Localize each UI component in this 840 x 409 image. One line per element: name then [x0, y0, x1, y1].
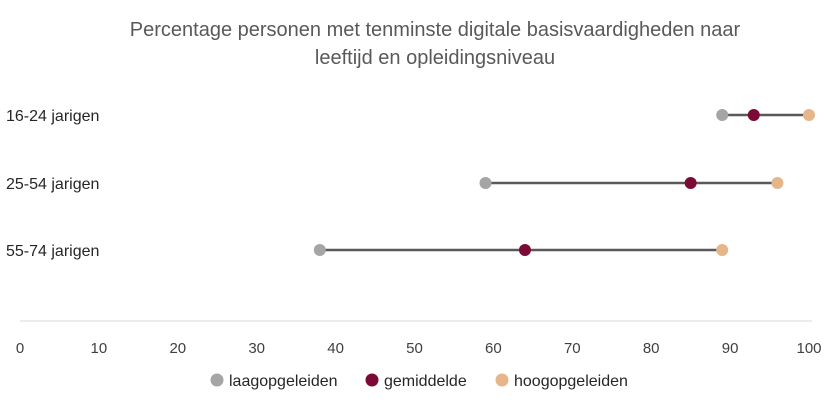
legend-marker-gemiddelde — [365, 373, 379, 387]
data-points — [313, 109, 815, 256]
legend-marker-hoogopgeleiden — [495, 373, 509, 387]
legend-marker-laagopgeleiden — [210, 373, 224, 387]
legend: laagopgeleiden gemiddelde hoogopgeleiden — [210, 373, 628, 390]
data-point-laagopgeleiden — [716, 109, 729, 121]
category-labels: 16-24 jarigen 25-54 jarigen 55-74 jarigen — [6, 108, 99, 260]
data-point-hoogopgeleiden — [803, 109, 815, 121]
category-label: 55-74 jarigen — [6, 243, 99, 260]
data-point-hoogopgeleiden — [771, 177, 784, 189]
data-point-gemiddelde — [684, 177, 697, 189]
legend-label-gemiddelde: gemiddelde — [384, 373, 467, 390]
x-tick-labels: 0 10 20 30 40 50 60 70 80 90 100 — [16, 340, 822, 357]
data-point-gemiddelde — [747, 109, 760, 121]
data-point-gemiddelde — [518, 244, 531, 256]
chart-title-line-1: Percentage personen met tenminste digita… — [130, 19, 741, 41]
x-tick-label: 30 — [248, 340, 265, 357]
x-tick-label: 70 — [564, 340, 581, 357]
data-point-laagopgeleiden — [479, 177, 492, 189]
x-tick-label: 50 — [406, 340, 423, 357]
x-tick-label: 40 — [327, 340, 344, 357]
x-tick-label: 20 — [169, 340, 186, 357]
category-label: 16-24 jarigen — [6, 108, 99, 125]
connector-lines — [319, 113, 809, 252]
legend-label-laagopgeleiden: laagopgeleiden — [229, 373, 338, 390]
x-tick-label: 0 — [16, 340, 24, 357]
x-tick-label: 80 — [643, 340, 660, 357]
x-tick-label: 90 — [722, 340, 739, 357]
legend-label-hoogopgeleiden: hoogopgeleiden — [514, 373, 628, 390]
chart-title-line-2: leeftijd en opleidingsniveau — [315, 47, 555, 69]
x-tick-label: 60 — [485, 340, 502, 357]
data-point-laagopgeleiden — [313, 244, 326, 256]
category-label: 25-54 jarigen — [6, 176, 99, 193]
data-point-hoogopgeleiden — [716, 244, 729, 256]
x-tick-label: 100 — [796, 340, 821, 357]
x-tick-label: 10 — [91, 340, 108, 357]
